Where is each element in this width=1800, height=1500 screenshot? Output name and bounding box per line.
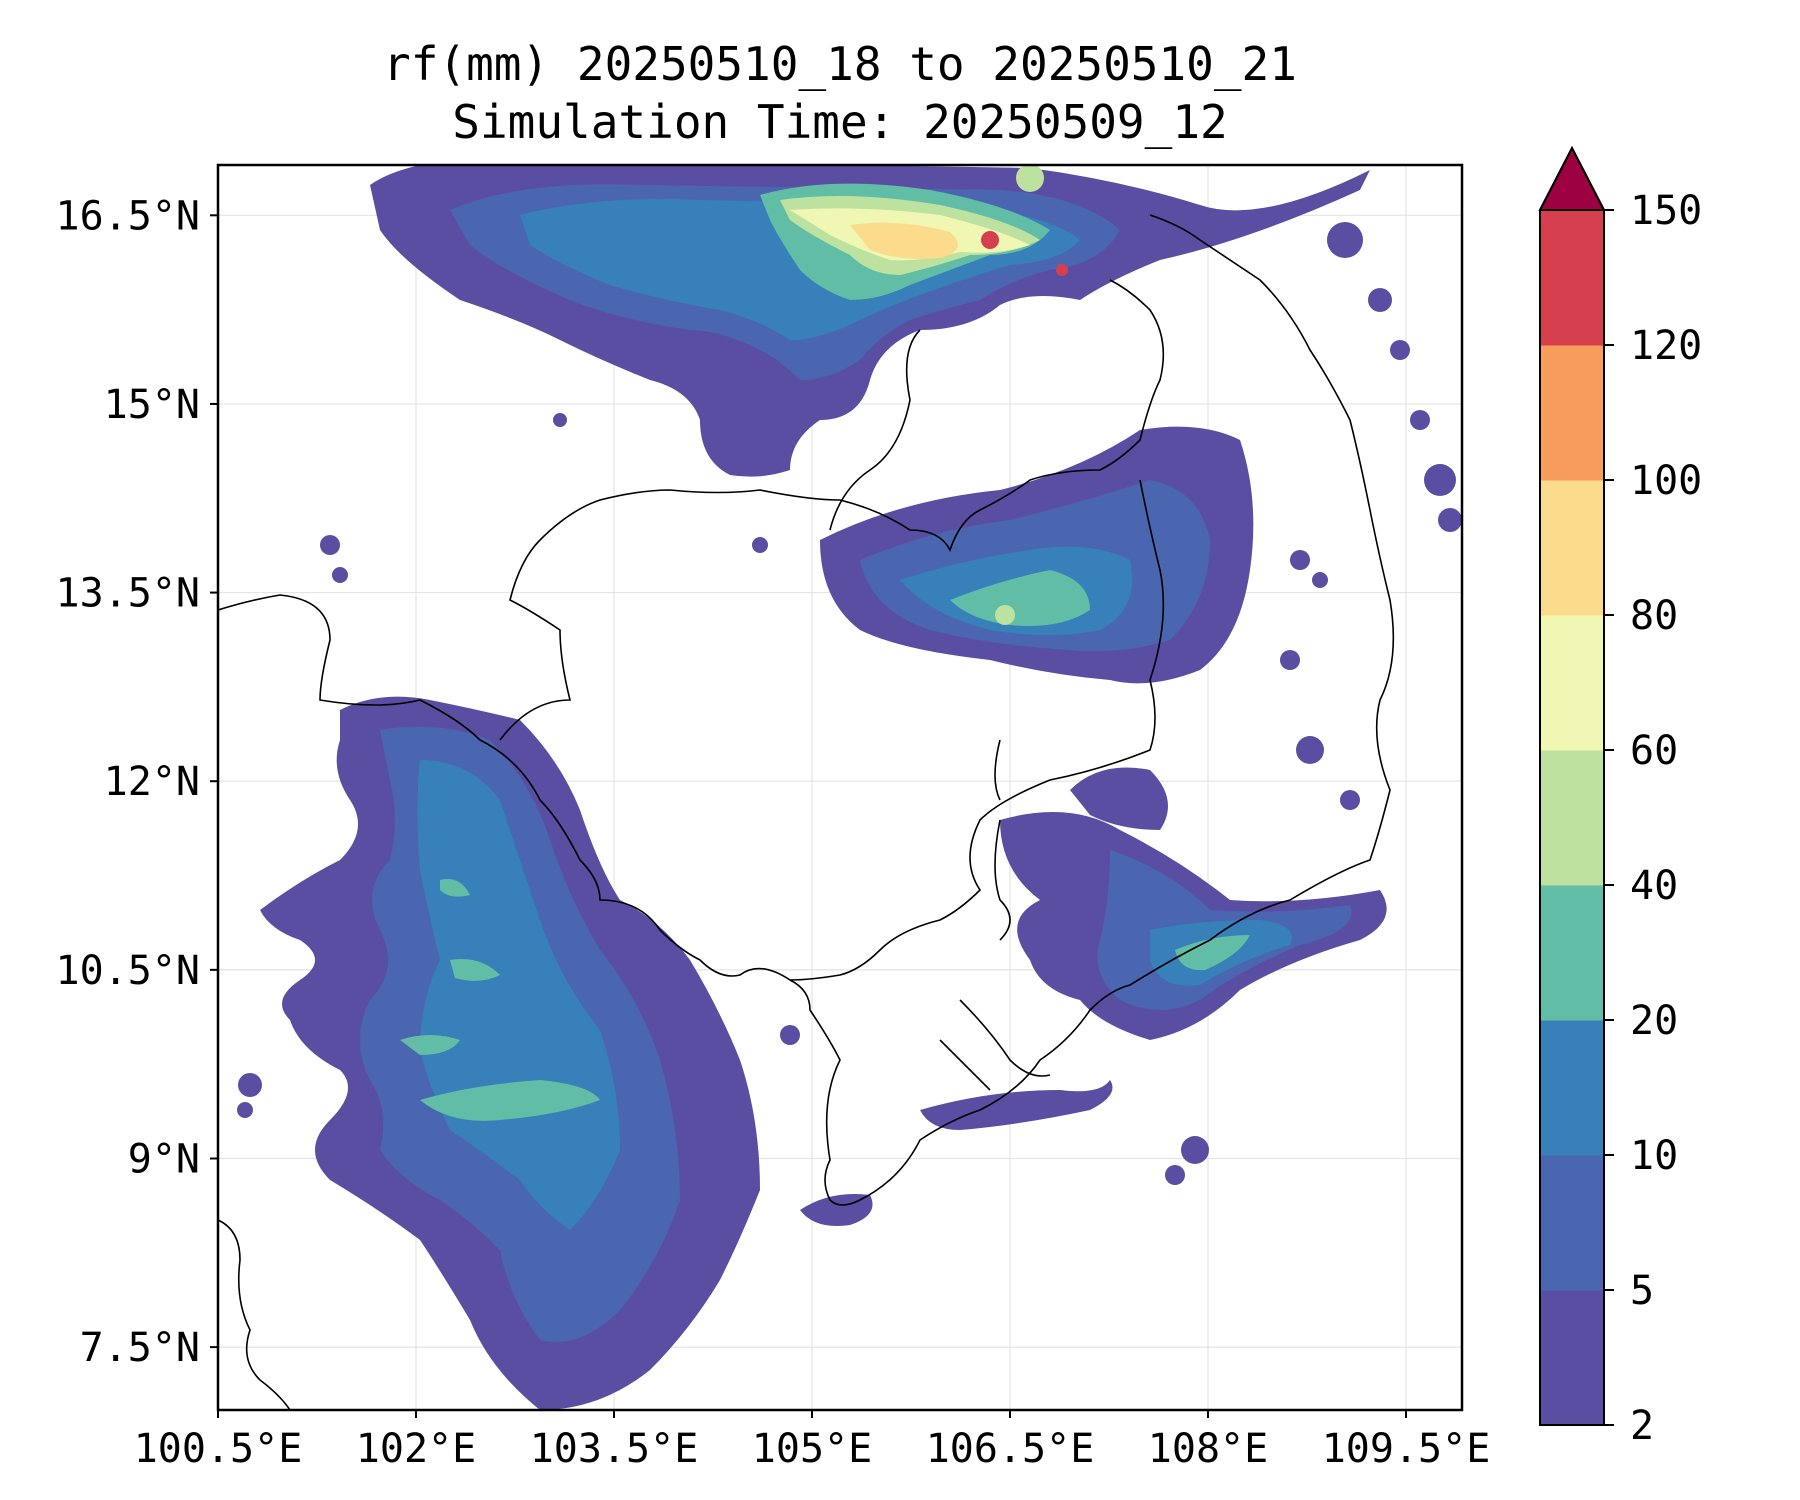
map-frame — [216, 163, 1464, 1412]
colorbar-segment — [1540, 210, 1604, 346]
x-tick-label: 100.5°E — [134, 1426, 303, 1472]
x-axis: 100.5°E 102°E 103.5°E 105°E 106.5°E 108°E 109.… — [134, 1410, 1491, 1472]
rain-area-west-4 — [420, 1080, 600, 1121]
colorbar-tick-label: 10 — [1630, 1133, 1678, 1179]
rain-area-north-7 — [850, 222, 958, 259]
rainfall-field — [237, 165, 1462, 1410]
colorbar-segment — [1540, 1290, 1604, 1426]
colorbar-extend-arrow — [1538, 145, 1606, 211]
rain-area-east-central-4 — [950, 570, 1090, 626]
colorbar: 2 5 10 20 40 60 80 100 120 150 — [1538, 145, 1702, 1449]
y-tick-label: 16.5°N — [56, 193, 201, 239]
x-tick-label: 105°E — [752, 1426, 872, 1472]
colorbar-segment — [1540, 1020, 1604, 1156]
colorbar-tick-label: 5 — [1630, 1268, 1654, 1314]
colorbar-segment — [1540, 480, 1604, 616]
colorbar-tick-label: 40 — [1630, 863, 1678, 909]
colorbar-tick-label: 150 — [1630, 188, 1702, 234]
x-tick-label: 103.5°E — [530, 1426, 699, 1472]
colorbar-segment — [1540, 615, 1604, 751]
rain-max-cell — [981, 231, 999, 249]
colorbar-tick-label: 2 — [1630, 1403, 1654, 1449]
y-axis: 16.5°N 15°N 13.5°N 12°N 10.5°N 9°N 7.5°N — [56, 193, 218, 1371]
colorbar-segment — [1540, 345, 1604, 481]
y-tick-label: 10.5°N — [56, 948, 201, 994]
colorbar-segment — [1540, 885, 1604, 1021]
colorbar-segment — [1540, 1155, 1604, 1291]
x-tick-label: 102°E — [356, 1426, 476, 1472]
y-tick-label: 12°N — [104, 759, 200, 805]
y-tick-label: 13.5°N — [56, 571, 201, 617]
colorbar-tick-label: 80 — [1630, 593, 1678, 639]
x-tick-label: 108°E — [1148, 1426, 1268, 1472]
y-tick-label: 15°N — [104, 382, 200, 428]
y-tick-label: 7.5°N — [80, 1325, 200, 1371]
coastlines-and-borders — [218, 214, 1395, 1410]
colorbar-segment — [1540, 750, 1604, 886]
colorbar-tick-label: 100 — [1630, 458, 1702, 504]
rain-area-southeast-4 — [1175, 935, 1250, 971]
colorbar-tick-label: 20 — [1630, 998, 1678, 1044]
x-tick-label: 109.5°E — [1322, 1426, 1491, 1472]
colorbar-outline — [1539, 145, 1605, 1426]
y-tick-label: 9°N — [128, 1136, 200, 1182]
colorbar-tick-label: 120 — [1630, 323, 1702, 369]
map-title: rf(mm) 20250510_18 to 20250510_21 — [383, 37, 1297, 91]
x-tick-label: 106.5°E — [926, 1426, 1095, 1472]
map-subtitle: Simulation Time: 20250509_12 — [452, 95, 1228, 149]
colorbar-tick-label: 60 — [1630, 728, 1678, 774]
